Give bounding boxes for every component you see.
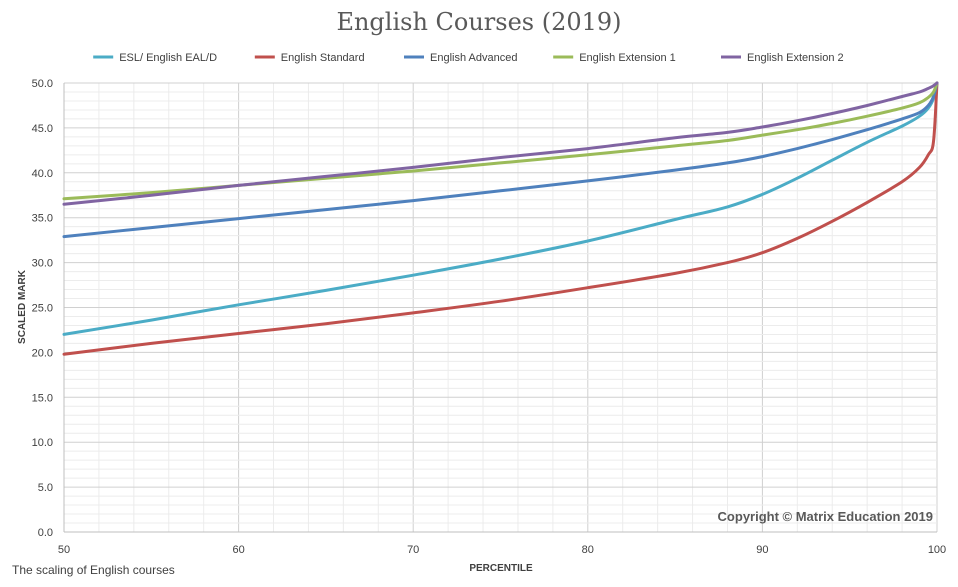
x-tick-label: 60	[232, 544, 244, 556]
y-tick-label: 20.0	[32, 347, 53, 359]
legend-label-english-extension-1: English Extension 1	[579, 52, 676, 64]
y-tick-label: 35.0	[32, 213, 53, 225]
y-tick-label: 45.0	[32, 123, 53, 135]
y-tick-label: 25.0	[32, 303, 53, 315]
x-tick-label: 50	[58, 544, 70, 556]
figure-caption: The scaling of English courses	[12, 563, 175, 577]
x-tick-label: 70	[407, 544, 419, 556]
series-line-english-extension-2	[62, 81, 939, 206]
x-tick-label: 90	[756, 544, 768, 556]
grid	[63, 82, 938, 533]
y-tick-label: 0.0	[38, 527, 53, 539]
x-axis-ticks: 50 60 70 80 90 100	[58, 544, 946, 556]
y-tick-label: 30.0	[32, 258, 53, 270]
series-line-english-advanced	[62, 81, 939, 239]
legend-label-esl-english-eal-d: ESL/ English EAL/D	[119, 52, 217, 64]
y-tick-label: 40.0	[32, 168, 53, 180]
copyright-annotation: Copyright © Matrix Education 2019	[718, 509, 933, 524]
legend-label-english-advanced: English Advanced	[430, 52, 517, 64]
series-line-english-standard	[62, 81, 939, 356]
legend: ESL/ English EAL/D English Standard Englis…	[93, 52, 844, 64]
y-axis-title: SCALED MARK	[17, 269, 28, 344]
legend-label-english-extension-2: English Extension 2	[747, 52, 844, 64]
chart-title: English Courses (2019)	[336, 8, 621, 36]
y-tick-label: 10.0	[32, 437, 53, 449]
y-tick-label: 50.0	[32, 78, 53, 90]
y-tick-label: 15.0	[32, 392, 53, 404]
y-axis-ticks: 0.0 5.0 10.0 15.0 20.0 25.0 30.0 35.0 40.0 45.0 50…	[32, 78, 53, 539]
x-tick-label: 80	[582, 544, 594, 556]
series-line-esl-english-eal-d	[62, 81, 939, 336]
x-tick-label: 100	[928, 544, 946, 556]
series-lines	[62, 81, 939, 356]
legend-label-english-standard: English Standard	[281, 52, 365, 64]
x-axis-title: PERCENTILE	[469, 563, 533, 574]
y-tick-label: 5.0	[38, 482, 53, 494]
